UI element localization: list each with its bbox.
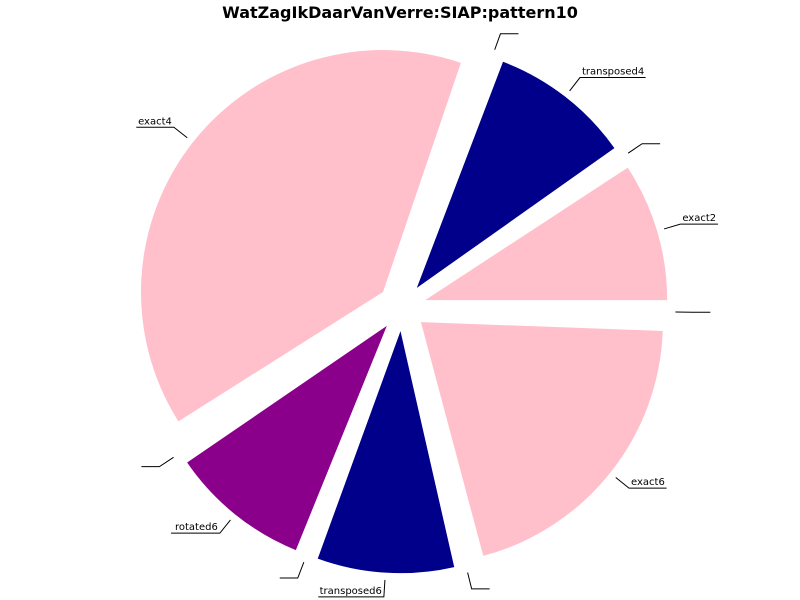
pie-slice-exact2 [425, 167, 668, 301]
slice-label-transposed6: transposed6 [320, 586, 382, 597]
leader-line-exact6 [615, 477, 667, 489]
pie-slice-blank [410, 55, 497, 285]
leader-line-transposed6 [318, 579, 386, 598]
slice-label-exact6: exact6 [631, 477, 665, 488]
slice-label-exact4: exact4 [138, 116, 172, 127]
leader-line-blank [494, 33, 519, 50]
pie-slice-blank [422, 153, 625, 294]
pie-slice-exact4 [140, 50, 461, 422]
pie-slice-exact6 [420, 322, 663, 556]
pie-slice-blank [426, 307, 669, 317]
pie-slice-blank [177, 320, 382, 458]
slice-label-transposed4: transposed4 [582, 67, 644, 78]
chart-title: WatZagIkDaarVanVerre:SIAP:pattern10 [222, 3, 578, 22]
labels-layer: exact2 transposed4 exact4 rotated6 transpose… [136, 33, 718, 598]
pie-slice-transposed6 [317, 331, 455, 574]
leader-line-transposed4 [569, 77, 646, 92]
pie-slice-rotated6 [187, 325, 387, 551]
leader-line-rotated6 [171, 519, 231, 534]
leader-line-exact4 [136, 126, 188, 139]
leader-line-blank [141, 456, 174, 468]
slices-layer [140, 50, 669, 574]
leader-line-blank [279, 562, 305, 579]
pie-slice-transposed4 [416, 61, 615, 288]
leader-line-blank [627, 143, 661, 154]
pie-slice-blank [302, 329, 394, 558]
pie-slice-blank [407, 330, 471, 567]
leader-line-exact2 [663, 223, 718, 230]
slice-label-rotated6: rotated6 [175, 522, 218, 533]
leader-line-blank [467, 572, 490, 590]
slice-label-exact2: exact2 [682, 213, 716, 224]
